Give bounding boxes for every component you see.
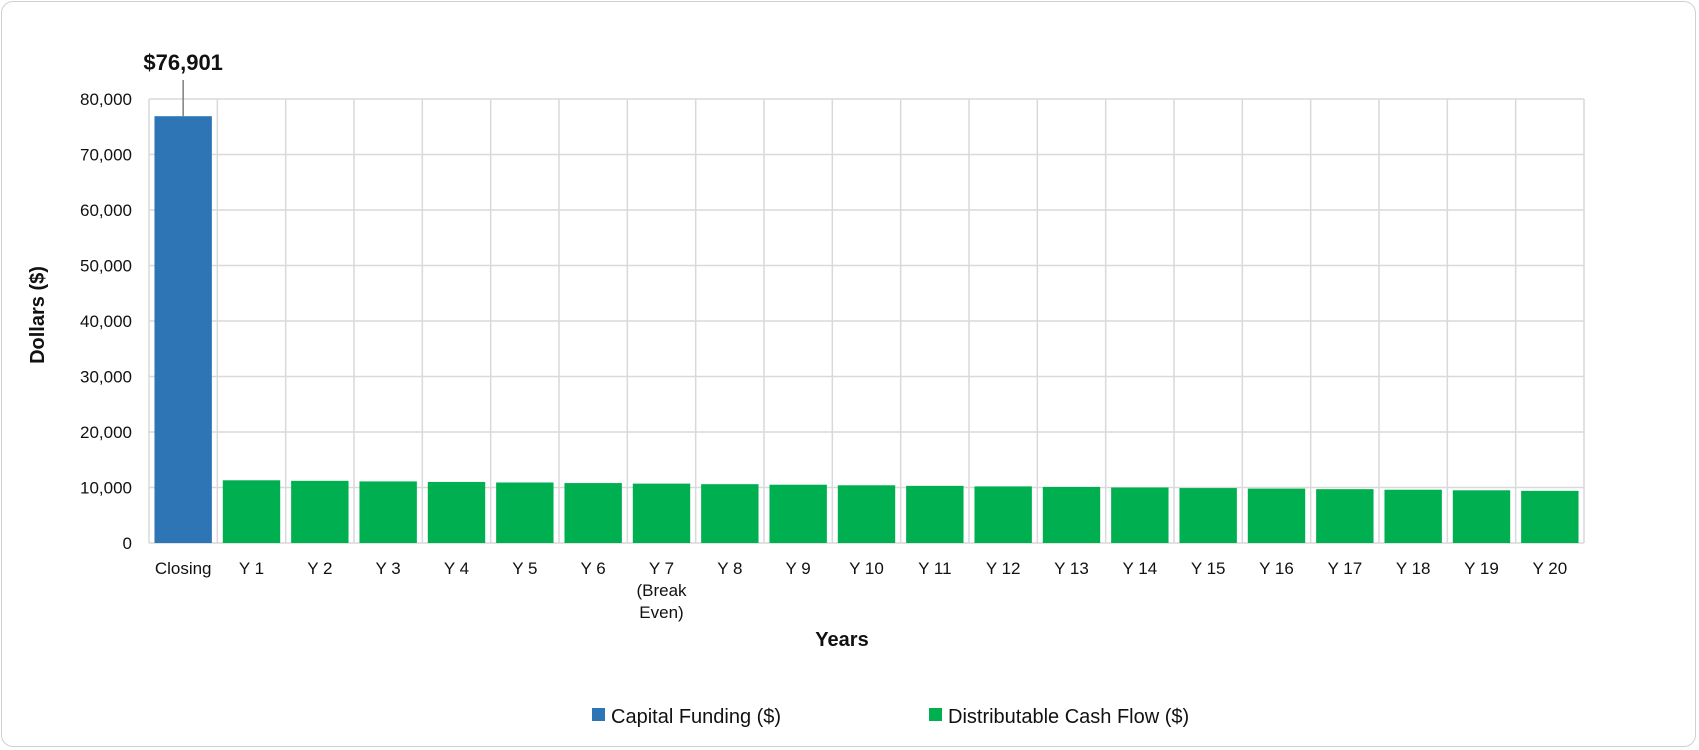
bar-y-16 [1247,488,1306,543]
x-tick-label: Y 6 [581,559,606,578]
data-labels: $76,901 [143,50,223,117]
bar-y-17 [1316,489,1374,543]
bar-y-6 [564,483,622,543]
x-tick-label: Y 5 [512,559,537,578]
bar-y-2 [291,480,349,543]
x-tick-label: Y 16 [1259,559,1294,578]
x-axis-ticks: Closing Y 1 Y 2 Y 3 Y 4 Y 5 Y 6 Y 7 (Break Even) Y… [155,559,1567,622]
data-label: $76,901 [143,50,223,75]
x-tick-label: Y 13 [1054,559,1089,578]
y-tick-label: 50,000 [80,257,132,276]
x-tick-label: Y 15 [1191,559,1226,578]
bar-y-8 [701,484,759,543]
x-tick-label: Y 20 [1532,559,1567,578]
legend: Capital Funding ($) Distributable Cash Fl… [592,706,1189,728]
x-tick-label: Closing [155,559,212,578]
x-tick-label: Y 3 [376,559,401,578]
bar-y-20 [1521,490,1579,543]
y-tick-label: 40,000 [80,312,132,331]
bar-y-12 [974,486,1032,543]
bar-y-14 [1111,487,1169,543]
y-axis-title: Dollars ($) [27,266,49,364]
y-tick-label: 80,000 [80,90,132,109]
x-tick-label: Y 17 [1327,559,1362,578]
bar-y-13 [1042,486,1101,543]
gridlines [148,98,1585,544]
x-tick-label: Y 2 [307,559,332,578]
bar-y-9 [769,484,827,543]
y-tick-label: 10,000 [80,479,132,498]
legend-swatch [929,708,942,721]
x-axis-title: Years [815,629,868,651]
y-tick-label: 30,000 [80,368,132,387]
legend-label: Capital Funding ($) [611,706,781,728]
bar-y-7-break-even [632,483,691,543]
x-tick-label: Y 11 [918,559,951,578]
bars [154,116,1579,543]
x-tick-label: Y 7 (Break Even) [636,559,687,622]
x-tick-label: Y 14 [1122,559,1157,578]
y-tick-label: 0 [123,534,132,553]
y-tick-label: 60,000 [80,201,132,220]
legend-swatch [592,708,605,721]
bar-y-18 [1384,489,1442,543]
y-axis-ticks: 0 10,000 20,000 30,000 40,000 50,000 60,000 70,… [80,90,132,553]
x-tick-label: Y 9 [786,559,811,578]
x-tick-label: Y 4 [444,559,469,578]
x-tick-label: Y 10 [849,559,884,578]
bar-y-11 [906,485,964,543]
bar-y-1 [222,480,281,543]
x-tick-label: Y 19 [1464,559,1499,578]
bar-y-5 [496,482,554,543]
x-tick-label: Y 18 [1396,559,1431,578]
bar-closing [154,116,212,543]
bar-y-10 [837,485,896,543]
x-tick-label: Y 1 [239,559,264,578]
bar-y-19 [1452,490,1511,543]
y-tick-label: 70,000 [80,146,132,165]
legend-label: Distributable Cash Flow ($) [948,706,1189,728]
bar-y-3 [359,481,417,543]
y-tick-label: 20,000 [80,423,132,442]
x-tick-label: Y 8 [717,559,742,578]
x-tick-label: Y 12 [986,559,1021,578]
bar-y-15 [1179,488,1237,543]
bar-y-4 [427,481,486,543]
